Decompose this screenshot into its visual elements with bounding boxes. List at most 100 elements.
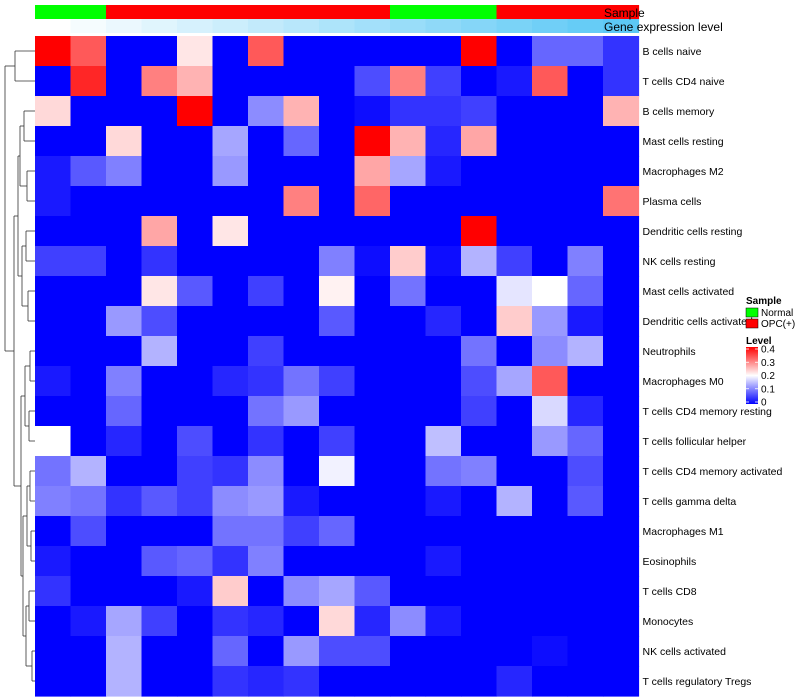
heatmap-cell <box>70 126 107 157</box>
heatmap-cell <box>354 456 391 487</box>
heatmap-cell <box>425 366 462 397</box>
heatmap-cell <box>248 636 285 667</box>
heatmap-cell <box>567 456 604 487</box>
heatmap-cell <box>248 276 285 307</box>
heatmap-cell <box>35 216 72 247</box>
heatmap-cell <box>461 186 498 217</box>
heatmap-cell <box>212 606 249 637</box>
heatmap-cell <box>354 336 391 367</box>
heatmap-cell <box>567 156 604 187</box>
heatmap-cell <box>106 546 143 577</box>
heatmap-cell <box>567 426 604 457</box>
heatmap-cell <box>390 606 427 637</box>
heatmap-cell <box>319 96 356 127</box>
heatmap-cell <box>354 96 391 127</box>
heatmap-cell <box>390 306 427 337</box>
heatmap-cell <box>248 126 285 157</box>
heatmap-cell <box>106 126 143 157</box>
heatmap-cell <box>141 36 178 67</box>
heatmap-cell <box>248 36 285 67</box>
heatmap-cell <box>70 276 107 307</box>
heatmap-cell <box>319 426 356 457</box>
row-label: T cells regulatory Tregs <box>643 676 752 688</box>
heatmap-cell <box>35 666 72 697</box>
row-label: Macrophages M1 <box>643 526 724 538</box>
row-labels: B cells naive T cells CD4 naive B cells me… <box>643 46 783 688</box>
heatmap-cell <box>35 246 72 277</box>
heatmap-cell <box>319 636 356 667</box>
heatmap-cell <box>177 306 214 337</box>
heatmap-cell <box>106 576 143 607</box>
heatmap-cell <box>283 186 320 217</box>
heatmap-cell <box>354 396 391 427</box>
sample-annotation-cell <box>141 5 178 19</box>
sample-annotation-cell <box>567 5 604 19</box>
heatmap-cell <box>390 186 427 217</box>
heatmap-cell <box>603 336 640 367</box>
heatmap-cell <box>70 156 107 187</box>
heatmap-cell <box>496 306 533 337</box>
heatmap-cell <box>354 576 391 607</box>
heatmap-cell <box>106 486 143 517</box>
heatmap-cell <box>70 606 107 637</box>
heatmap-cell <box>567 576 604 607</box>
heatmap-cell <box>461 486 498 517</box>
heatmap-cell <box>212 126 249 157</box>
heatmap-cell <box>212 366 249 397</box>
heatmap-cell <box>283 546 320 577</box>
heatmap-cell <box>425 606 462 637</box>
heatmap-cell <box>212 186 249 217</box>
heatmap-cell <box>283 66 320 97</box>
heatmap-cell <box>496 546 533 577</box>
gene-annotation-label: Gene expression level <box>604 20 723 34</box>
heatmap-cell <box>70 666 107 697</box>
heatmap-cell <box>532 66 569 97</box>
heatmap-cell <box>106 426 143 457</box>
heatmap-cell <box>212 486 249 517</box>
heatmap-cell <box>390 216 427 247</box>
heatmap-cell <box>106 156 143 187</box>
heatmap-cell <box>319 486 356 517</box>
heatmap-cell <box>567 396 604 427</box>
heatmap-cell <box>532 36 569 67</box>
heatmap-cell <box>141 186 178 217</box>
gene-annotation-cell <box>319 19 356 33</box>
heatmap-cell <box>390 366 427 397</box>
heatmap-cell <box>319 456 356 487</box>
heatmap-cell <box>70 576 107 607</box>
legend-label-normal: Normal <box>761 308 793 319</box>
heatmap-cell <box>319 516 356 547</box>
heatmap-cell <box>283 306 320 337</box>
heatmap-cell <box>212 636 249 667</box>
heatmap-cell <box>461 126 498 157</box>
heatmap-cell <box>70 66 107 97</box>
heatmap-cell <box>319 606 356 637</box>
heatmap-cell <box>35 606 72 637</box>
sample-annotation-cell <box>354 5 391 19</box>
heatmap-cell <box>70 456 107 487</box>
heatmap-cell <box>425 186 462 217</box>
heatmap-cell <box>35 516 72 547</box>
heatmap-cell <box>354 246 391 277</box>
heatmap-cell <box>141 396 178 427</box>
heatmap-cell <box>106 456 143 487</box>
heatmap-cell <box>106 36 143 67</box>
heatmap-cell <box>390 126 427 157</box>
heatmap-cell <box>496 666 533 697</box>
heatmap-cell <box>35 126 72 157</box>
heatmap-cell <box>496 186 533 217</box>
heatmap-cell <box>283 576 320 607</box>
heatmap-cell <box>532 516 569 547</box>
heatmap-cell <box>532 606 569 637</box>
heatmap-cell <box>35 546 72 577</box>
heatmap-cell <box>35 156 72 187</box>
heatmap-cell <box>141 276 178 307</box>
heatmap-cell <box>390 276 427 307</box>
heatmap-cell <box>603 186 640 217</box>
heatmap-cell <box>319 186 356 217</box>
heatmap-cell <box>532 246 569 277</box>
row-label: T cells CD4 naive <box>643 76 725 88</box>
heatmap-cell <box>248 216 285 247</box>
heatmap-cell <box>70 486 107 517</box>
gene-annotation-cell <box>141 19 178 33</box>
